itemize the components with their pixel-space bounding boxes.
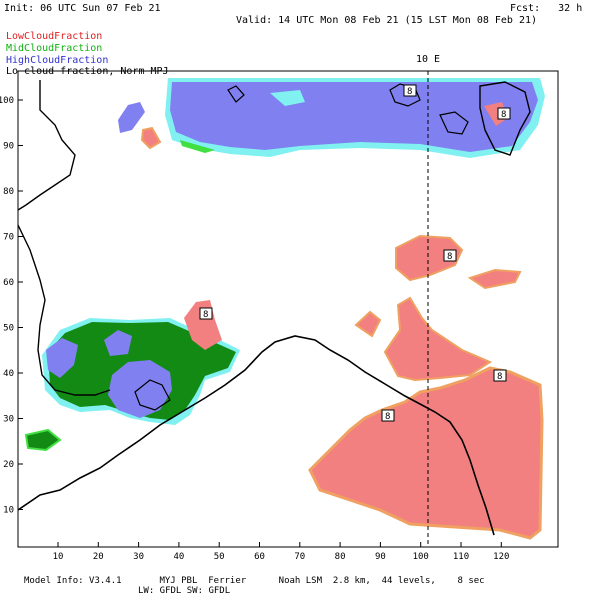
y-tick-label: 100 <box>0 96 14 106</box>
x-tick-label: 40 <box>173 552 184 562</box>
x-tick-label: 30 <box>133 552 144 562</box>
low-cloud-mid-a <box>395 234 464 282</box>
country-outline-inland <box>134 379 171 411</box>
low-cloud-mid-d <box>354 310 382 338</box>
legend-low: LowCloudFraction <box>6 31 103 42</box>
y-tick-label: 10 <box>3 506 14 516</box>
y-tick-label: 80 <box>3 187 14 197</box>
legend-mid: MidCloudFraction <box>6 43 103 54</box>
svg-text:8: 8 <box>497 372 502 382</box>
x-tick-label: 20 <box>93 552 104 562</box>
y-tick-label: 30 <box>3 415 14 425</box>
low-cloud-west-small <box>140 126 162 150</box>
y-tick-label: 70 <box>3 233 14 243</box>
high-cloud-west-b <box>104 330 132 356</box>
high-cloud-west-c <box>108 360 172 418</box>
country-outline-north-c <box>227 85 245 103</box>
x-tick-label: 80 <box>335 552 346 562</box>
country-outline-northeast <box>479 81 531 156</box>
footer-radiation: LW: GFDL SW: GFDL <box>138 586 231 596</box>
high-cloud-north-clear <box>270 90 305 106</box>
y-tick-label: 60 <box>3 278 14 288</box>
x-tick-label: 100 <box>413 552 429 562</box>
svg-text:8: 8 <box>203 310 208 320</box>
svg-text:8: 8 <box>447 252 452 262</box>
high-cloud-west-a <box>46 338 78 378</box>
y-axis-ticks: 100 90 80 70 60 50 40 30 20 10 <box>0 96 23 516</box>
x-tick-label: 50 <box>214 552 225 562</box>
y-tick-label: 50 <box>3 324 14 334</box>
country-outline-north-b <box>439 111 469 135</box>
low-cloud-southeast <box>308 366 544 540</box>
high-cloud-north-core <box>170 82 538 152</box>
svg-text:8: 8 <box>501 110 506 120</box>
x-tick-label: 90 <box>375 552 386 562</box>
x-axis-ticks: 10 20 30 40 50 60 70 80 90 100 110 120 <box>53 542 509 562</box>
valid-label: Valid: 14 UTC Mon 08 Feb 21 (15 LST Mon … <box>236 15 538 26</box>
svg-text:8: 8 <box>385 412 390 422</box>
mid-cloud-south-patch <box>24 428 62 452</box>
legend-high: HighCloudFraction <box>6 55 109 66</box>
low-cloud-mid-c <box>383 296 493 382</box>
coastline-north-west <box>17 80 76 211</box>
mid-cloud-north-edge <box>180 140 215 153</box>
plot-frame <box>17 70 559 548</box>
box-markers: 8 8 8 8 8 8 <box>199 84 511 422</box>
coastline-main <box>17 335 495 536</box>
y-tick-label: 20 <box>3 460 14 470</box>
coastline-west <box>17 224 111 396</box>
low-cloud-mid-b <box>467 268 522 290</box>
footer-model-info: Model Info: V3.4.1 MYJ PBL Ferrier Noah … <box>24 576 485 586</box>
x-tick-label: 60 <box>254 552 265 562</box>
high-cloud-west-small <box>118 102 145 133</box>
svg-text:8: 8 <box>407 87 412 97</box>
x-tick-label: 120 <box>493 552 509 562</box>
x-tick-label: 10 <box>53 552 64 562</box>
y-tick-label: 90 <box>3 142 14 152</box>
init-label: Init: 06 UTC Sun 07 Feb 21 <box>4 3 161 14</box>
y-tick-label: 40 <box>3 369 14 379</box>
x-tick-label: 110 <box>453 552 469 562</box>
forecast-label: Fcst: 32 h <box>510 3 583 14</box>
country-outline-north-a <box>389 83 421 107</box>
meridian-label: 10 E <box>416 54 440 65</box>
x-tick-label: 70 <box>294 552 305 562</box>
